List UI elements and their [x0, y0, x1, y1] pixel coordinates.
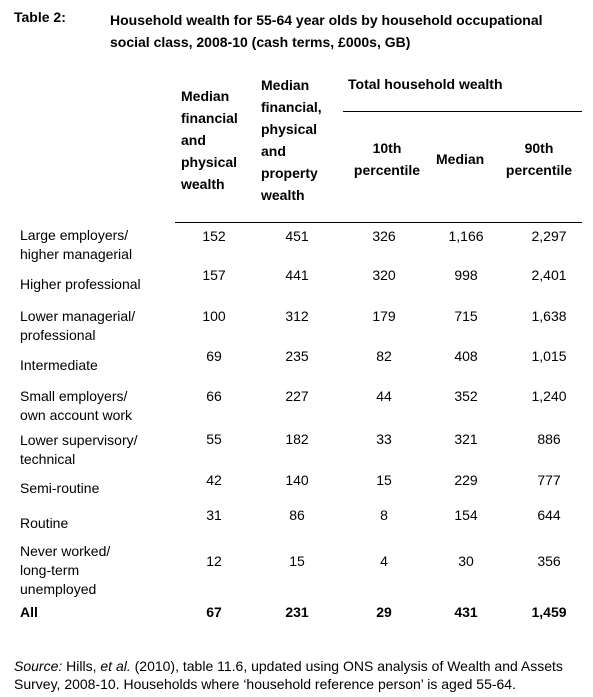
cell: 1,240 [531, 388, 567, 404]
cell: 4 [380, 553, 388, 569]
cell: 1,166 [448, 228, 484, 244]
cell: 152 [202, 228, 226, 244]
group-header: Total household wealth [348, 76, 503, 92]
cell: 2,401 [531, 267, 567, 283]
column-header: 10th percentile [353, 140, 421, 178]
cell: 227 [285, 388, 309, 404]
cell: 229 [454, 472, 478, 488]
cell: 441 [285, 267, 309, 283]
cell: 157 [202, 267, 226, 283]
source-author: Hills, [62, 658, 101, 674]
cell: 326 [372, 228, 396, 244]
cell: 67 [206, 604, 222, 620]
cell: 886 [537, 431, 561, 447]
cell: 154 [454, 507, 478, 523]
column-header: Median [436, 151, 485, 167]
cell: 140 [285, 472, 309, 488]
cell: 320 [372, 267, 396, 283]
cell: 82 [376, 348, 392, 364]
source-prefix: Source: [14, 658, 63, 674]
cell: 408 [454, 348, 478, 364]
row-label: Intermediate [20, 357, 98, 373]
row-label: Small employers/ [20, 388, 128, 404]
cell: 69 [206, 348, 222, 364]
cell: 15 [376, 472, 392, 488]
row-label: Higher professional [20, 276, 141, 292]
row-label: unemployed [20, 581, 97, 597]
cell: 66 [206, 388, 222, 404]
cell: 356 [537, 553, 561, 569]
row-label: long-term [20, 562, 80, 578]
cell: 2,297 [531, 228, 567, 244]
row-label: Never worked/ [20, 543, 111, 559]
row-label: Lower supervisory/ [20, 432, 138, 448]
row-label: Large employers/ [20, 227, 129, 243]
cell: 431 [454, 604, 478, 620]
cell: 231 [285, 604, 309, 620]
cell: 44 [376, 388, 392, 404]
cell: 321 [454, 431, 478, 447]
cell: 1,638 [531, 308, 567, 324]
row-label: technical [20, 451, 76, 467]
cell: 644 [537, 507, 561, 523]
cell: 451 [285, 228, 309, 244]
source-note: Source: Hills, et al. (2010), table 11.6… [14, 657, 584, 693]
source-etal: et al. [100, 658, 131, 674]
cell: 15 [289, 553, 305, 569]
cell: 235 [285, 348, 309, 364]
source-text: (2010), table 11.6, updated using ONS an… [14, 658, 563, 692]
rule [175, 222, 582, 223]
row-label: Lower managerial/ [20, 308, 136, 324]
row-label: Semi-routine [20, 480, 100, 496]
cell: 55 [206, 431, 222, 447]
cell: 31 [206, 507, 222, 523]
cell: 33 [376, 431, 392, 447]
cell: 998 [454, 267, 478, 283]
cell: 100 [202, 308, 226, 324]
column-header: 90th percentile [505, 140, 573, 178]
column-header: Median financial, physical and property … [261, 77, 322, 203]
cell: 1,015 [531, 348, 567, 364]
cell: 312 [285, 308, 309, 324]
cell: 182 [285, 431, 309, 447]
row-label: own account work [20, 407, 133, 423]
column-header: Median financial and physical wealth [181, 88, 238, 192]
cell: 30 [458, 553, 474, 569]
cell: 715 [454, 308, 478, 324]
row-label: Routine [20, 515, 69, 531]
row-label: higher managerial [20, 246, 133, 262]
cell: 352 [454, 388, 478, 404]
rule [343, 111, 582, 112]
cell: 8 [380, 507, 388, 523]
row-label: professional [20, 327, 96, 343]
cell: 1,459 [531, 604, 567, 620]
table-title: Household wealth for 55-64 year olds by … [110, 12, 543, 50]
cell: 86 [289, 507, 305, 523]
cell: 42 [206, 472, 222, 488]
table-label: Table 2: [14, 9, 66, 25]
cell: 29 [376, 604, 392, 620]
cell: 777 [537, 472, 561, 488]
row-label: All [20, 604, 38, 620]
cell: 12 [206, 553, 222, 569]
cell: 179 [372, 308, 396, 324]
